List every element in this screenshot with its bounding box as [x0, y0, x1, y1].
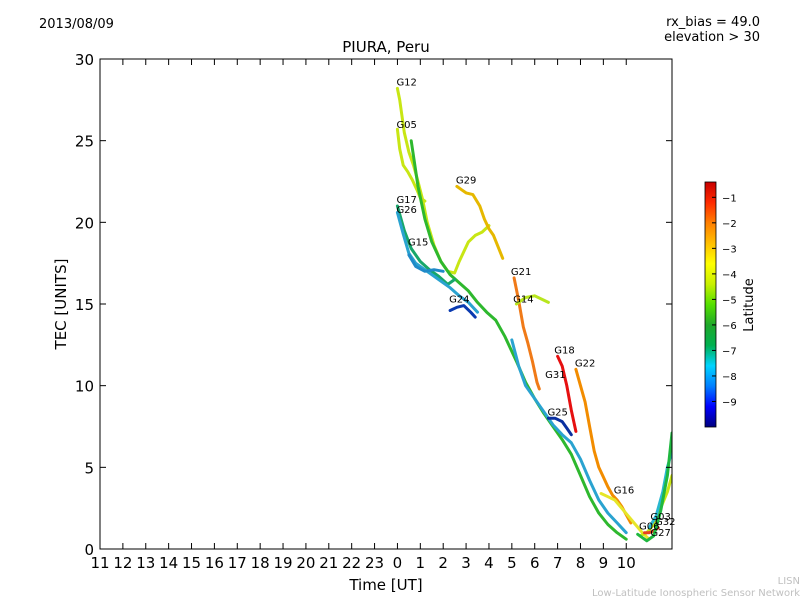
x-tick-label: 22 [342, 554, 361, 572]
x-tick-label: 10 [617, 554, 636, 572]
x-tick-label: 23 [365, 554, 384, 572]
y-tick-label: 5 [84, 459, 94, 477]
satellite-label: G21 [511, 267, 531, 278]
date-label: 2013/08/09 [39, 17, 114, 32]
series-line-g18 [556, 354, 578, 433]
elevation-label: elevation > 30 [664, 30, 760, 45]
x-tick-label: 3 [461, 554, 471, 572]
satellite-label: G16 [614, 486, 634, 497]
satellite-label: G24 [449, 295, 469, 306]
satellite-label: G22 [575, 358, 595, 369]
x-tick-label: 9 [599, 554, 609, 572]
satellite-label: G27 [650, 528, 670, 539]
credit-long: Low-Latitude Ionospheric Sensor Network [592, 588, 800, 599]
series-line-g26 [395, 211, 479, 314]
satellite-label: G05 [396, 120, 416, 131]
x-tick-label: 21 [319, 554, 338, 572]
series-line-g27 [636, 431, 672, 543]
satellite-label: G32 [655, 517, 675, 528]
x-tick-label: 11 [90, 554, 109, 572]
colorbar-tick-label: −3 [722, 244, 737, 255]
y-tick-label: 15 [75, 296, 94, 314]
satellite-label: G29 [456, 175, 476, 186]
satellite-label: G26 [396, 205, 416, 216]
colorbar-label: Latitude [742, 278, 757, 332]
series-line-g16 [599, 492, 651, 541]
y-tick-label: 25 [75, 133, 94, 151]
series-line-g14 [514, 294, 550, 306]
satellite-label: G03 [650, 512, 670, 523]
x-tick-label: 16 [205, 554, 224, 572]
x-tick-label: 6 [530, 554, 540, 572]
colorbar-tick-label: −4 [722, 270, 737, 281]
series-line-g29 [455, 184, 505, 260]
x-tick-label: 7 [553, 554, 563, 572]
credit-short: LISN [777, 576, 800, 587]
series-line-g17 [395, 204, 457, 286]
colorbar [704, 181, 717, 428]
chart-title: PIURA, Peru [342, 38, 430, 56]
y-tick-label: 0 [84, 541, 94, 559]
colorbar-tick-label: −6 [722, 321, 737, 332]
x-tick-label: 13 [136, 554, 155, 572]
colorbar-tick-label: −8 [722, 372, 737, 383]
x-tick-label: 1 [416, 554, 426, 572]
x-tick-label: 17 [228, 554, 247, 572]
x-tick-label: 15 [182, 554, 201, 572]
y-tick-label: 20 [75, 214, 94, 232]
y-tick-label: 10 [75, 378, 94, 396]
y-axis-label: TEC [UNITS] [52, 259, 70, 351]
satellite-label: G14 [513, 295, 533, 306]
satellite-label: G31 [545, 370, 565, 381]
colorbar-tick-label: −1 [722, 193, 737, 204]
x-tick-label: 0 [393, 554, 403, 572]
colorbar-tick-label: −5 [722, 295, 737, 306]
x-tick-label: 19 [273, 554, 292, 572]
satellite-label: G12 [396, 77, 416, 88]
x-tick-label: 2 [438, 554, 448, 572]
satellite-label: G17 [396, 195, 416, 206]
colorbar-tick-label: −2 [722, 219, 737, 230]
series-line-g31 [510, 338, 628, 535]
x-tick-label: 12 [113, 554, 132, 572]
series-line-g05b [409, 139, 628, 541]
colorbar-tick-label: −7 [722, 346, 737, 357]
x-tick-label: 5 [507, 554, 517, 572]
x-tick-label: 20 [296, 554, 315, 572]
series-line-g15 [407, 253, 445, 273]
satellite-label: G25 [547, 407, 567, 418]
x-tick-label: 8 [576, 554, 586, 572]
series-line-g22 [574, 367, 633, 525]
x-tick-label: 18 [251, 554, 270, 572]
satellite-label: G06 [639, 522, 659, 533]
x-axis-label: Time [UT] [348, 576, 422, 594]
x-tick-label: 4 [484, 554, 494, 572]
series-line-g25 [546, 416, 573, 437]
series-line-g24 [448, 304, 477, 319]
y-tick-label: 30 [75, 51, 94, 69]
satellite-label: G18 [554, 345, 574, 356]
colorbar-tick-label: −9 [722, 397, 737, 408]
rx-bias-label: rx_bias = 49.0 [666, 15, 760, 30]
satellite-label: G15 [408, 237, 428, 248]
x-tick-label: 14 [159, 554, 178, 572]
